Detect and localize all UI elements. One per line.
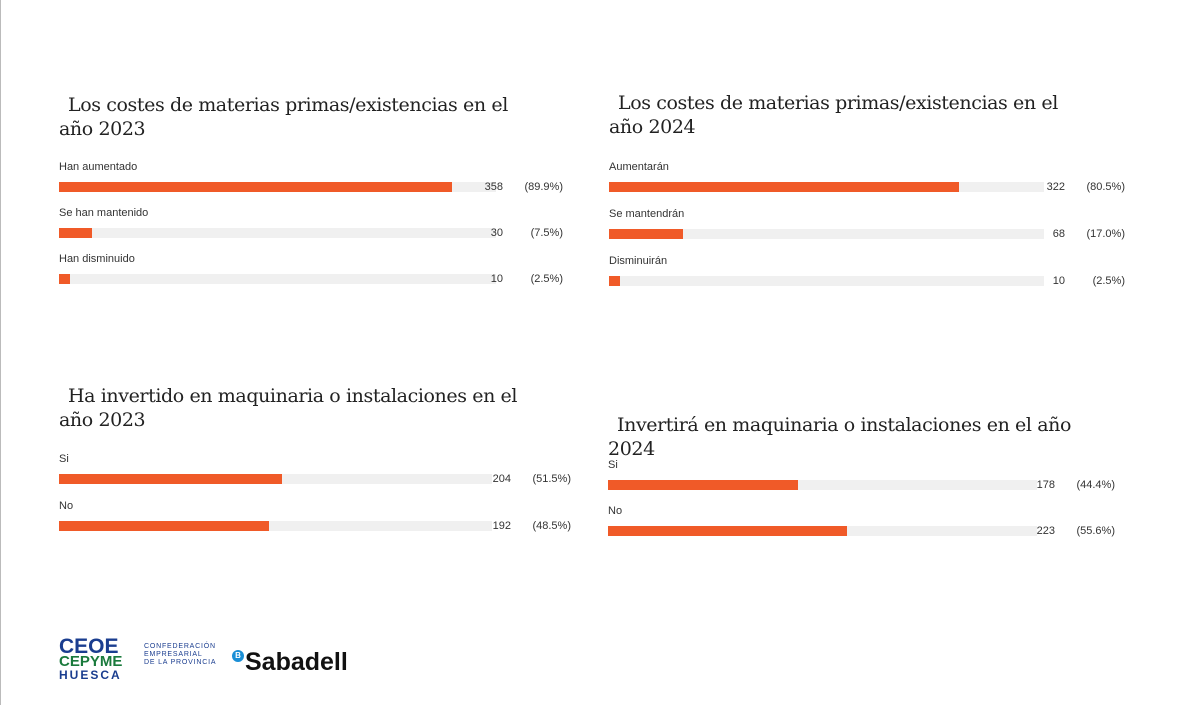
category-label: Disminuirán [609,255,668,267]
bar [59,182,452,192]
count-label: 10 [490,273,503,285]
percent-label: (2.5%) [530,273,563,285]
percent-label: (48.5%) [532,520,571,532]
count-label: 192 [492,520,511,532]
bar-track [609,276,1044,286]
percent-label: (89.9%) [524,181,563,193]
bar [59,474,282,484]
bar [608,480,799,490]
logo-text: HUESCA [59,668,122,682]
chart-title: Invertirá en maquinaria o instalaciones … [608,414,1072,460]
confed-line: CONFEDERACIÓN [144,643,216,650]
bank-badge: B [232,650,244,662]
bar-track [609,229,1044,239]
percent-label: (2.5%) [1092,275,1125,287]
percent-label: (7.5%) [530,227,563,239]
bar [608,526,847,536]
bar-track [59,274,496,284]
count-label: 204 [492,473,511,485]
bar [609,229,683,239]
count-label: 322 [1046,181,1065,193]
category-label: Han disminuido [59,253,135,265]
percent-label: (44.4%) [1076,479,1115,491]
bar [609,276,620,286]
bar-track [608,480,1037,490]
count-label: 68 [1052,228,1065,240]
category-label: Aumentarán [609,161,669,173]
count-label: 358 [484,181,503,193]
confed-text: CONFEDERACIÓN EMPRESARIAL DE LA PROVINCI… [144,643,216,667]
logo-text: CEOE [59,635,119,658]
bank-logo: Sabadell [245,648,348,676]
confed-line: EMPRESARIAL [144,651,203,658]
category-label: Si [59,453,69,465]
category-label: Han aumentado [59,161,138,173]
bar-track [59,228,496,238]
chart-title: Los costes de materias primas/existencia… [609,92,1058,138]
percent-label: (55.6%) [1076,525,1115,537]
category-label: Si [608,459,618,471]
bar [609,182,960,192]
bar-track [59,521,492,531]
bar [59,521,269,531]
category-label: Se mantendrán [609,208,685,220]
category-label: No [59,500,74,512]
ceoe-logo: CEOE CEPYME HUESCA [59,635,123,682]
percent-label: (51.5%) [532,473,571,485]
count-label: 30 [490,227,503,239]
percent-label: (17.0%) [1086,228,1125,240]
bar [59,274,70,284]
percent-label: (80.5%) [1086,181,1125,193]
logo-text: CEPYME [59,653,123,670]
count-label: 10 [1052,275,1065,287]
chart-title: Ha invertido en maquinaria o instalacion… [59,385,518,431]
category-label: No [608,505,623,517]
chart-title: Los costes de materias primas/existencia… [59,94,508,140]
category-label: Se han mantenido [59,207,149,219]
count-label: 178 [1036,479,1055,491]
bar [59,228,92,238]
count-label: 223 [1036,525,1055,537]
confed-line: DE LA PROVINCIA [144,659,217,666]
